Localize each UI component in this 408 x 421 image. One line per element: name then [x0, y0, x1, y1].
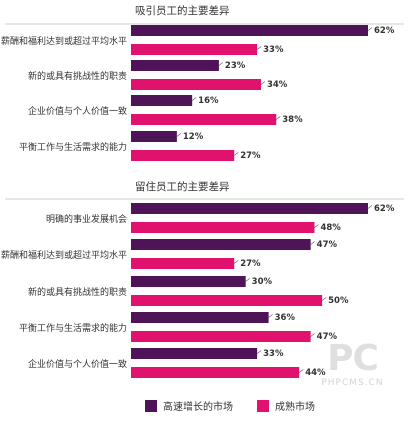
bar-mature: [131, 258, 235, 269]
data-label: 27%: [240, 259, 261, 269]
value-callout: [234, 152, 239, 156]
legend-swatch-mature: [257, 399, 269, 412]
value-callout: [218, 62, 224, 66]
category-label: 薪酬和福利达到或超过平均水平: [1, 35, 127, 47]
bar-growth: [131, 348, 258, 359]
bar-growth: [131, 95, 193, 106]
data-label: 33%: [263, 45, 284, 55]
category-label: 新的或具有挑战性的职责: [28, 286, 127, 298]
bar-growth: [131, 131, 177, 142]
value-callout: [176, 133, 182, 137]
data-label: 12%: [183, 132, 204, 142]
data-label: 47%: [317, 332, 338, 342]
category-label: 新的或具有挑战性的职责: [28, 70, 127, 82]
data-label: 27%: [240, 151, 261, 161]
value-callout: [321, 297, 327, 301]
bar-growth: [131, 25, 368, 36]
bar-mature: [131, 222, 315, 233]
legend-item-growth: 高速增长的市场: [145, 398, 233, 413]
data-label: 47%: [317, 240, 338, 250]
value-callout: [310, 241, 315, 245]
legend-swatch-growth: [145, 399, 157, 412]
data-label: 62%: [374, 26, 395, 36]
data-label: 34%: [267, 80, 288, 90]
category-label: 企业价值与个人价值一致: [28, 105, 127, 117]
bar-mature: [131, 367, 300, 378]
category-label: 薪酬和福利达到或超过平均水平: [1, 249, 127, 261]
legend-item-mature: 成熟市场: [257, 398, 315, 413]
bar-growth: [131, 239, 311, 250]
data-label: 50%: [328, 296, 349, 306]
data-label: 44%: [305, 368, 326, 378]
value-callout: [314, 224, 319, 228]
data-label: 16%: [198, 96, 219, 106]
value-callout: [256, 46, 262, 50]
chart-title: 吸引员工的主要差异: [135, 4, 230, 17]
data-label: 38%: [282, 115, 303, 125]
bar-mature: [131, 295, 323, 306]
data-label: 30%: [252, 277, 273, 287]
bar-mature: [131, 114, 277, 125]
data-label: 33%: [263, 349, 284, 359]
value-callout: [299, 369, 304, 373]
bar-mature: [131, 150, 235, 161]
value-callout: [191, 97, 197, 101]
data-label: 48%: [320, 223, 341, 233]
bar-mature: [131, 331, 311, 342]
value-callout: [256, 350, 262, 354]
bar-mature: [131, 79, 261, 90]
category-label: 明确的事业发展机会: [46, 213, 127, 225]
legend: 高速增长的市场 成熟市场: [145, 398, 339, 413]
bar-growth: [131, 312, 269, 323]
value-callout: [245, 278, 250, 282]
watermark-text: PHPCMS.CN: [321, 378, 384, 388]
data-label: 23%: [225, 61, 246, 71]
value-callout: [276, 116, 281, 120]
value-callout: [310, 333, 315, 337]
category-label: 平衡工作与生活需求的能力: [19, 322, 127, 334]
category-label: 平衡工作与生活需求的能力: [19, 141, 127, 153]
data-label: 62%: [374, 204, 395, 214]
value-callout: [367, 205, 373, 209]
value-callout: [268, 314, 273, 318]
chart-title: 留住员工的主要差异: [135, 180, 230, 193]
bar-growth: [131, 60, 219, 71]
watermark-logo: PC: [327, 338, 379, 379]
value-callout: [367, 27, 373, 31]
data-label: 36%: [275, 313, 296, 323]
value-callout: [234, 260, 239, 264]
legend-label-growth: 高速增长的市场: [163, 402, 233, 413]
bar-mature: [131, 44, 258, 55]
watermark: PC PHPCMS.CN: [305, 340, 400, 395]
bar-growth: [131, 203, 368, 214]
category-label: 企业价值与个人价值一致: [28, 358, 127, 370]
value-callout: [260, 81, 266, 85]
legend-label-mature: 成熟市场: [275, 402, 315, 413]
bar-growth: [131, 276, 246, 287]
